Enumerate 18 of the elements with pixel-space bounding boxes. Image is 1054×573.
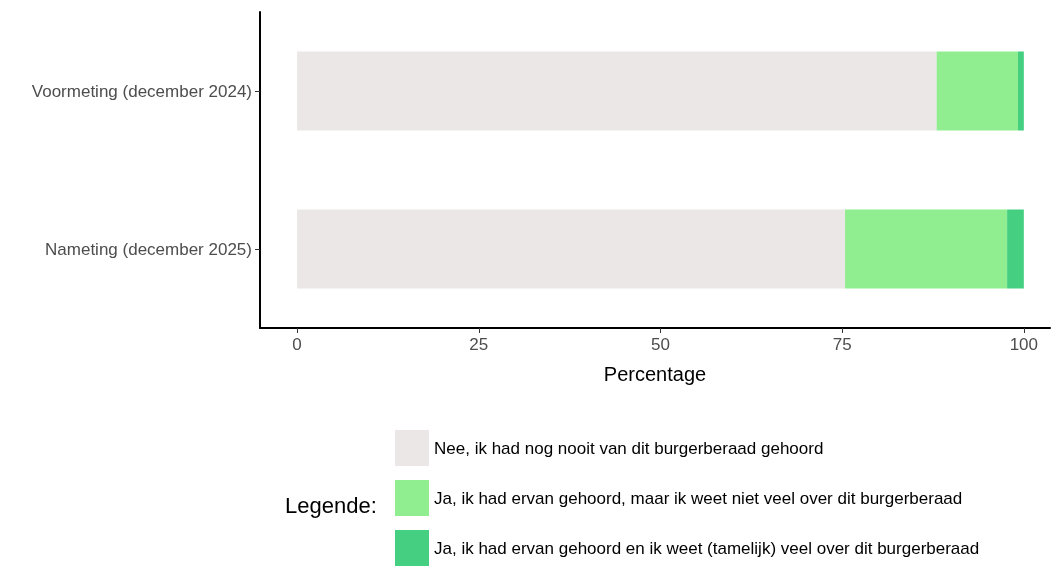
y-tick-label: Nameting (december 2025) <box>45 239 252 259</box>
bar <box>297 51 937 131</box>
x-tick-label: 75 <box>832 335 852 354</box>
legend-title: Legende: <box>285 492 377 518</box>
bar <box>1018 51 1024 131</box>
bar <box>1007 209 1024 289</box>
bar <box>297 209 846 289</box>
x-tick-label: 50 <box>650 335 670 354</box>
bar <box>936 51 1019 131</box>
y-tick-label: Voormeting (december 2024) <box>31 81 252 101</box>
legend-label: Ja, ik had ervan gehoord en ik weet (tamelijk) veel over dit burgerberaad <box>434 538 980 558</box>
x-tick-label: 100 <box>1009 335 1039 354</box>
x-axis-title: Percentage <box>603 363 707 385</box>
x-tick-label: 0 <box>292 335 302 354</box>
x-tick-label: 25 <box>469 335 489 354</box>
legend-label: Ja, ik had ervan gehoord, maar ik weet niet veel over dit burgerberaad <box>434 488 963 508</box>
legend-label: Nee, ik had nog nooit van dit burgerberaad gehoord <box>434 438 824 458</box>
bar <box>845 209 1008 289</box>
